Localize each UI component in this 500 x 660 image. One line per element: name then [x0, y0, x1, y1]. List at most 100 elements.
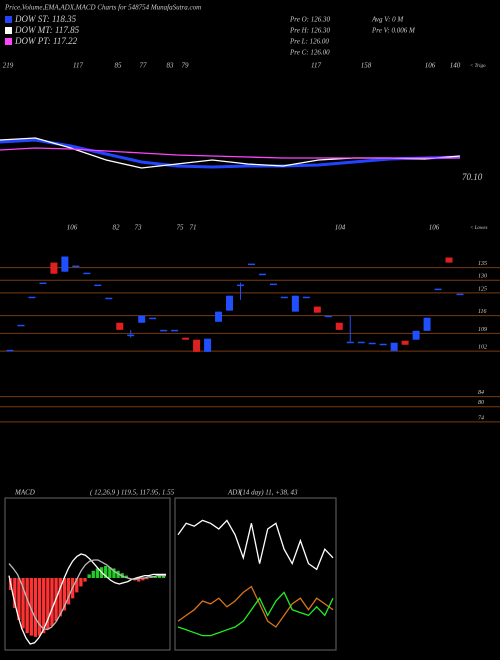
- legend-label: DOW PT: 117.22: [14, 36, 78, 46]
- candle-body: [127, 334, 135, 337]
- candle-body: [193, 339, 201, 352]
- low-label: 104: [335, 224, 346, 232]
- candle-body: [379, 343, 387, 346]
- candle-body: [401, 340, 409, 345]
- candle-body: [445, 257, 453, 263]
- volume-label: 219: [3, 62, 14, 70]
- candle-body: [160, 329, 168, 332]
- histogram-bar: [112, 568, 116, 578]
- candle-body: [50, 262, 58, 274]
- series-line: [0, 137, 461, 169]
- y-tick-label: 135: [478, 261, 487, 267]
- legend-swatch: [5, 16, 12, 23]
- series-line: [177, 585, 334, 628]
- candle-body: [269, 283, 277, 286]
- histogram-bar: [17, 578, 21, 620]
- low-label: 106: [67, 224, 78, 232]
- legend-swatch: [5, 38, 12, 45]
- info: Avg V: 0 M: [371, 16, 404, 24]
- series-line: [8, 559, 166, 631]
- panel-subtitle: ( 12,26,9 ) 119.5, 117.95, 1.55: [90, 489, 175, 497]
- panel-title: ADX: [227, 489, 242, 497]
- volume-label: 117: [73, 62, 83, 70]
- volume-label: 117: [311, 62, 321, 70]
- candle-body: [236, 284, 244, 287]
- panel-title: MACD: [14, 489, 35, 497]
- histogram-bar: [145, 578, 149, 580]
- candle-body: [28, 296, 36, 299]
- histogram-bar: [124, 575, 128, 578]
- candle-body: [72, 265, 80, 268]
- info: Pre V: 0.006 M: [371, 27, 416, 35]
- histogram-bar: [95, 568, 100, 578]
- volume-label: 85: [115, 62, 123, 70]
- series-line: [8, 553, 166, 645]
- marker: < Trigo: [470, 64, 486, 69]
- candle-body: [313, 306, 321, 313]
- volume-label: 83: [167, 62, 175, 70]
- histogram-bar: [87, 574, 91, 578]
- histogram-bar: [42, 578, 46, 634]
- low-label: 73: [135, 224, 143, 232]
- candle-body: [412, 330, 420, 340]
- y-tick-label: 125: [478, 286, 487, 292]
- histogram-bar: [141, 578, 145, 581]
- candle-body: [226, 295, 234, 311]
- candle-body: [346, 341, 354, 344]
- histogram-bar: [29, 578, 33, 636]
- macd-frame: [4, 497, 171, 651]
- candle-body: [138, 315, 146, 323]
- histogram-bar: [91, 570, 95, 578]
- histogram-bar: [75, 578, 79, 593]
- candle-body: [434, 288, 442, 291]
- volume-label: 106: [425, 62, 436, 70]
- volume-label: 140: [450, 62, 461, 70]
- panel-subtitle: (14 day) 11, +38, 43: [240, 489, 298, 497]
- low-label: 75: [177, 224, 185, 232]
- low-label: 71: [190, 224, 197, 232]
- info: Pre O: 126.30: [289, 16, 330, 24]
- candle-body: [94, 284, 102, 287]
- histogram-bar: [104, 566, 108, 578]
- candle-body: [6, 349, 14, 352]
- candle-body: [258, 273, 266, 276]
- low-label: 82: [113, 224, 121, 232]
- candle-body: [368, 342, 376, 345]
- histogram-bar: [161, 575, 166, 578]
- candle-body: [291, 295, 299, 312]
- annotation: 70.10: [462, 172, 483, 182]
- marker: < Lowes: [470, 226, 487, 231]
- info: Pre L: 126.00: [289, 38, 329, 46]
- candle-body: [61, 256, 69, 272]
- y-tick-label: 74: [478, 414, 484, 421]
- candle-body: [357, 341, 365, 344]
- candle-body: [423, 317, 431, 331]
- histogram-bar: [137, 578, 141, 582]
- candle-body: [335, 322, 343, 330]
- legend-label: DOW ST: 118.35: [14, 14, 77, 24]
- histogram-bar: [153, 576, 157, 578]
- series-line: [0, 147, 460, 159]
- candle-body: [215, 311, 223, 322]
- candle-body: [105, 297, 113, 300]
- candle-body: [204, 338, 212, 352]
- candle-body: [39, 282, 47, 285]
- volume-label: 79: [182, 62, 190, 70]
- series-line: [177, 519, 334, 571]
- candle-body: [182, 337, 190, 340]
- y-tick-label: 130: [478, 274, 487, 280]
- histogram-bar: [25, 578, 29, 634]
- histogram-bar: [66, 578, 71, 605]
- series-line: [177, 591, 334, 637]
- y-tick-label: 109: [478, 327, 487, 333]
- candle-body: [302, 296, 310, 299]
- candle-body: [280, 296, 288, 299]
- histogram-bar: [62, 578, 67, 611]
- histogram-bar: [13, 578, 17, 608]
- volume-label: 77: [140, 62, 148, 70]
- histogram-bar: [21, 578, 25, 629]
- y-tick-label: 84: [478, 389, 484, 396]
- candle-body: [171, 329, 179, 332]
- adx-frame: [174, 497, 337, 651]
